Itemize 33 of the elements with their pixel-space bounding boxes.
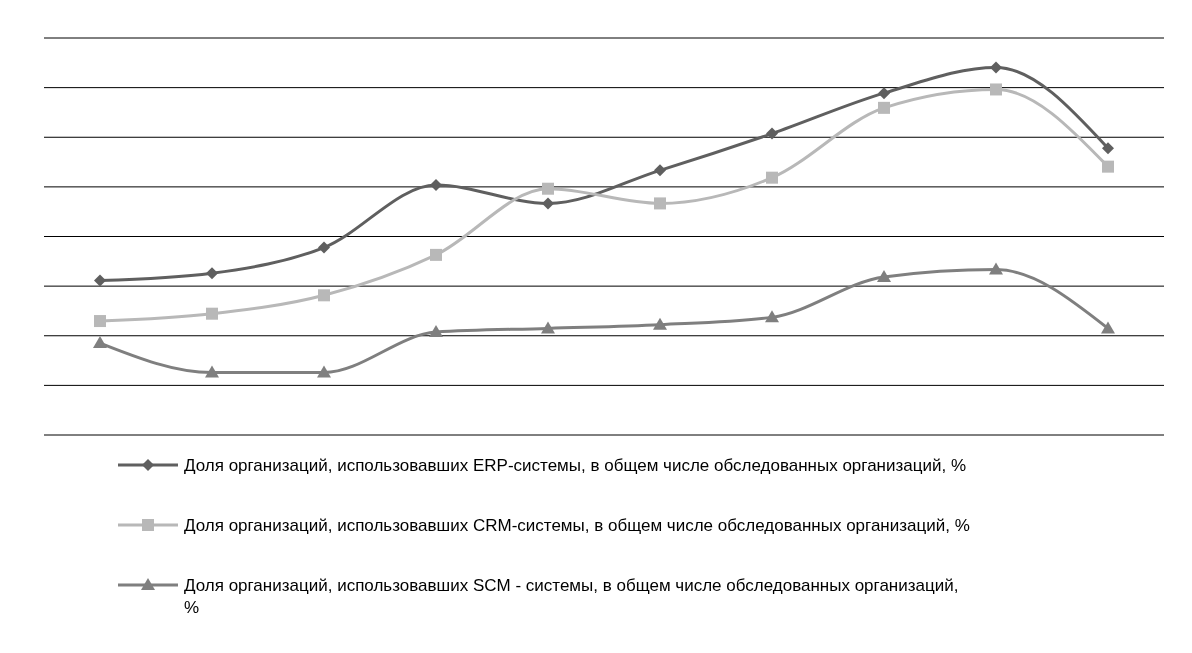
point — [542, 197, 554, 210]
point — [989, 262, 1003, 275]
point — [430, 179, 442, 192]
legend-label: Доля организаций, использовавших ERP-системы, в общем числе обследованных организаций, % — [184, 456, 967, 475]
point — [542, 182, 554, 195]
point — [766, 171, 778, 184]
legend-label: Доля организаций, использовавших CRM-системы, в общем числе обследованных организаций, % — [184, 516, 970, 535]
point — [654, 197, 666, 210]
point — [990, 61, 1002, 74]
point — [205, 365, 219, 378]
point — [765, 310, 779, 323]
point — [94, 274, 106, 287]
point — [318, 241, 330, 254]
point — [1102, 160, 1114, 173]
point — [1101, 321, 1115, 334]
point — [317, 365, 331, 378]
point — [878, 101, 890, 114]
point — [654, 164, 666, 177]
point — [653, 317, 667, 330]
point — [206, 307, 218, 320]
point — [94, 315, 106, 328]
point — [429, 325, 443, 338]
point — [766, 127, 778, 140]
point — [93, 336, 107, 349]
point — [878, 87, 890, 100]
legend-label: Доля организаций, использовавших SCM - системы, в общем числе обследованных организаций, % — [184, 576, 964, 617]
point — [1102, 142, 1114, 155]
point — [318, 289, 330, 302]
point — [541, 321, 555, 334]
point — [990, 83, 1002, 96]
point — [206, 267, 218, 280]
point — [877, 269, 891, 282]
point — [430, 248, 442, 261]
